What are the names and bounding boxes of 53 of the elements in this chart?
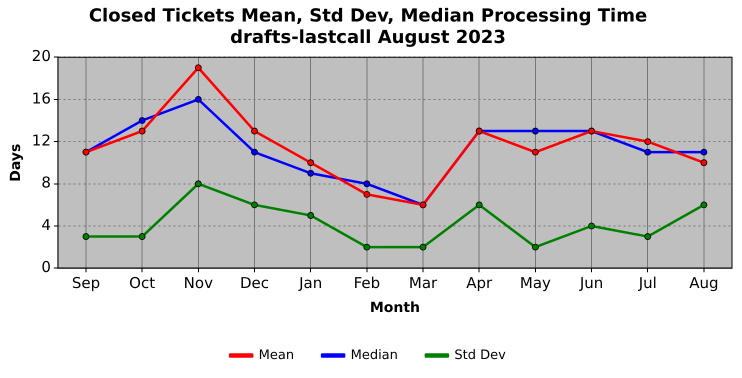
x-tick-label: Mar [408, 274, 438, 292]
text: drafts-lastcall August 2023 [230, 27, 506, 48]
y-tick-label: 16 [32, 89, 51, 108]
text: Closed Tickets Mean, Std Dev, Median Processing Time [88, 5, 648, 26]
x-tick-label: Jun [578, 274, 604, 292]
legend-label: Mean [258, 348, 294, 363]
y-axis-title: Days [8, 144, 24, 182]
point [363, 180, 370, 188]
y-tick-label: 0 [41, 258, 51, 276]
legend-label: Median [350, 348, 398, 363]
x-tick-label: Dec [240, 274, 270, 292]
point [307, 212, 314, 219]
point [700, 202, 708, 208]
x-tick-label: May [520, 274, 552, 292]
point [138, 128, 146, 134]
point [194, 96, 202, 103]
legend-label: Std Dev [454, 348, 506, 363]
point [532, 148, 539, 156]
point [138, 233, 146, 240]
y-tick-label: 20 [32, 47, 51, 66]
point [307, 170, 314, 177]
x-tick-label: Sep [72, 274, 100, 292]
point [700, 148, 708, 156]
point [532, 244, 539, 250]
x-tick-label: Feb [354, 274, 380, 292]
point [251, 128, 258, 134]
point [194, 64, 202, 72]
point [644, 233, 652, 240]
point [363, 190, 370, 198]
point [251, 202, 258, 208]
x-tick-label: Jan [298, 274, 322, 292]
point [307, 159, 314, 166]
point [700, 159, 708, 166]
point [194, 180, 202, 188]
y-tick-label: 8 [41, 174, 51, 192]
point [644, 138, 652, 145]
y-tick-label: 4 [41, 216, 51, 234]
point [82, 233, 90, 240]
point [251, 148, 258, 156]
x-axis-title: Month [370, 300, 420, 316]
x-tick-label: Apr [466, 274, 494, 292]
point [363, 244, 370, 250]
x-tick-label: Jul [638, 274, 657, 292]
y-tick-label: 12 [32, 131, 51, 150]
x-tick-label: Oct [129, 274, 156, 292]
x-tick-label: Aug [689, 274, 719, 292]
x-tick-label: Nov [184, 274, 214, 292]
point [138, 117, 146, 124]
point [420, 244, 426, 250]
point [532, 128, 539, 134]
point [476, 202, 483, 208]
point [644, 148, 652, 156]
point [588, 222, 595, 230]
